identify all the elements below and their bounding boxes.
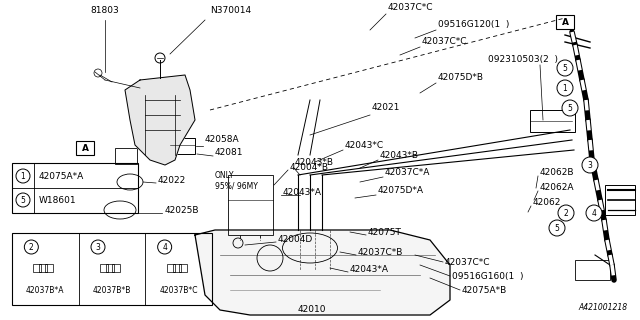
Circle shape (586, 205, 602, 221)
Bar (115, 148, 137, 164)
Text: 42043*C: 42043*C (345, 141, 384, 150)
Text: 42075D*A: 42075D*A (378, 186, 424, 195)
Text: 42004*B: 42004*B (290, 163, 329, 172)
Text: 09516G160(1  ): 09516G160(1 ) (452, 272, 524, 281)
Text: A: A (561, 18, 568, 27)
Text: 2: 2 (564, 209, 568, 218)
Text: N370014: N370014 (210, 6, 251, 15)
Text: A421001218: A421001218 (579, 303, 628, 312)
Text: 42037C*B: 42037C*B (358, 248, 403, 257)
Circle shape (562, 100, 578, 116)
Circle shape (557, 60, 573, 76)
Text: 42043*A: 42043*A (283, 188, 322, 197)
Bar (173, 264, 180, 272)
Text: 5: 5 (563, 63, 568, 73)
Text: 81803: 81803 (91, 6, 120, 15)
Circle shape (91, 240, 105, 254)
Bar (100, 264, 108, 272)
Text: 42004D: 42004D (278, 235, 313, 244)
Circle shape (157, 240, 172, 254)
Text: 42043*B: 42043*B (295, 158, 334, 167)
Bar (45, 264, 53, 272)
Text: 5: 5 (555, 223, 559, 233)
Text: 42062: 42062 (533, 198, 561, 207)
Bar (605, 185, 635, 215)
Bar (575, 260, 610, 280)
Bar (556, 15, 574, 29)
Text: 4: 4 (162, 243, 167, 252)
Text: 42021: 42021 (372, 103, 401, 112)
Text: 5: 5 (568, 103, 572, 113)
Text: 42075T: 42075T (368, 228, 402, 237)
Circle shape (16, 193, 30, 207)
Text: 2: 2 (29, 243, 34, 252)
Bar (166, 264, 175, 272)
Text: 42037C*C: 42037C*C (422, 37, 467, 46)
Text: 5: 5 (20, 196, 26, 204)
Text: 42037B*B: 42037B*B (93, 286, 131, 295)
Circle shape (582, 157, 598, 173)
Text: 42062A: 42062A (540, 183, 575, 192)
Text: 4: 4 (591, 209, 596, 218)
Circle shape (16, 169, 30, 183)
Text: 42075D*B: 42075D*B (438, 73, 484, 82)
Bar (33, 264, 42, 272)
Bar (228, 175, 273, 235)
Text: 3: 3 (95, 243, 100, 252)
Circle shape (24, 240, 38, 254)
Polygon shape (125, 75, 195, 165)
Text: ONLY: ONLY (215, 171, 234, 180)
Text: 42062B: 42062B (540, 168, 575, 177)
Text: 42081: 42081 (215, 148, 243, 157)
Text: A: A (81, 143, 88, 153)
Text: 42075A*B: 42075A*B (462, 286, 508, 295)
Text: 1: 1 (563, 84, 568, 92)
Circle shape (557, 80, 573, 96)
Text: 42043*A: 42043*A (350, 265, 389, 274)
Text: 092310503(2  ): 092310503(2 ) (488, 55, 558, 64)
Bar (170, 138, 195, 154)
Polygon shape (195, 230, 450, 315)
Text: 42010: 42010 (298, 305, 326, 314)
Text: 42022: 42022 (158, 176, 186, 185)
Text: 42037B*C: 42037B*C (159, 286, 198, 295)
Text: 1: 1 (20, 172, 26, 180)
Bar (76, 141, 94, 155)
Text: 42075A*A: 42075A*A (39, 172, 84, 180)
Bar (530, 110, 575, 132)
Text: 42037C*C: 42037C*C (445, 258, 490, 267)
Text: 42037C*A: 42037C*A (385, 168, 430, 177)
Text: 42037C*C: 42037C*C (388, 3, 433, 12)
Bar (12, 163, 138, 213)
Text: 42025B: 42025B (165, 206, 200, 215)
Text: W18601: W18601 (39, 196, 77, 204)
Circle shape (549, 220, 565, 236)
Text: 95%/ 96MY: 95%/ 96MY (215, 181, 258, 190)
Text: 42043*B: 42043*B (380, 151, 419, 160)
Text: 3: 3 (588, 161, 593, 170)
Bar (39, 264, 47, 272)
Bar (179, 264, 187, 272)
Circle shape (558, 205, 574, 221)
Text: 09516G120(1  ): 09516G120(1 ) (438, 20, 509, 29)
Bar (112, 264, 120, 272)
Text: 42058A: 42058A (205, 135, 239, 144)
Bar (106, 264, 114, 272)
Text: 42037B*A: 42037B*A (26, 286, 65, 295)
Bar (12, 233, 212, 305)
